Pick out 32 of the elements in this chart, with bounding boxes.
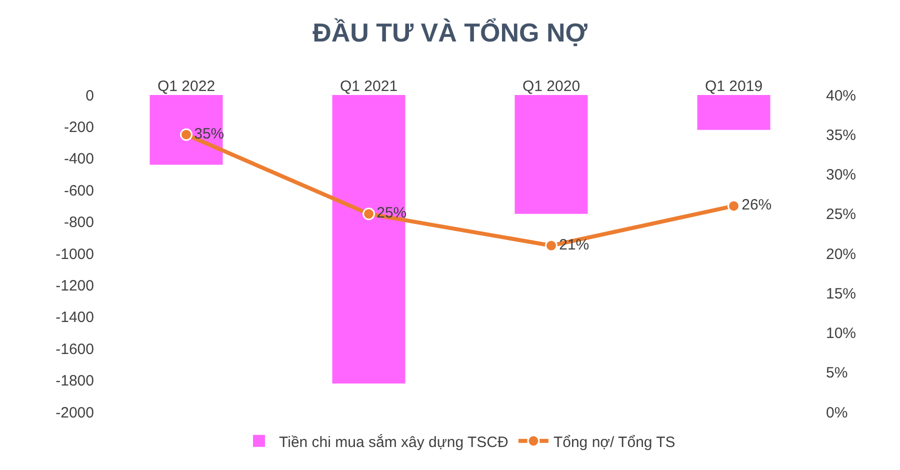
x-tick-label: Q1 2019 bbox=[704, 78, 763, 95]
y-tick-label: -1000 bbox=[56, 246, 94, 263]
x-tick-label: Q1 2020 bbox=[522, 78, 580, 95]
y2-tick-label: 0% bbox=[826, 404, 848, 422]
y-tick-label: -1200 bbox=[56, 277, 94, 294]
legend-label: Tiền chi mua sắm xây dựng TSCĐ bbox=[279, 432, 508, 451]
y-tick-label: -600 bbox=[64, 182, 94, 200]
x-tick-label: Q1 2021 bbox=[340, 78, 398, 95]
y2-tick-label: 5% bbox=[826, 364, 848, 382]
y-tick-label: -1800 bbox=[56, 372, 94, 390]
point bbox=[180, 128, 192, 141]
y-tick-label: 0 bbox=[86, 87, 94, 104]
y2-tick-label: 35% bbox=[826, 126, 856, 144]
y-tick-label: -200 bbox=[64, 118, 94, 136]
y2-tick-label: 10% bbox=[826, 325, 856, 342]
legend-label: Tổng nợ/ Tổng TS bbox=[553, 434, 676, 451]
x-tick-label: Q1 2022 bbox=[157, 78, 216, 95]
y2-tick-label: 25% bbox=[826, 206, 856, 224]
y-tick-label: -1600 bbox=[56, 340, 94, 358]
data-label: 26% bbox=[742, 196, 772, 214]
y-tick-label: -800 bbox=[64, 214, 94, 232]
point bbox=[362, 208, 375, 220]
y-tick-label: -2000 bbox=[56, 404, 94, 422]
chart-title: ĐẦU TƯ VÀ TỔNG NỢ bbox=[312, 18, 588, 48]
point bbox=[545, 239, 558, 252]
y-tick-label: -400 bbox=[64, 150, 94, 168]
y-tick-label: -1400 bbox=[56, 309, 94, 326]
y2-tick-label: 20% bbox=[826, 246, 856, 263]
point bbox=[728, 200, 740, 212]
y2-tick-label: 30% bbox=[826, 166, 856, 184]
y2-tick-label: 15% bbox=[826, 285, 856, 302]
y2-tick-label: 40% bbox=[826, 87, 856, 104]
